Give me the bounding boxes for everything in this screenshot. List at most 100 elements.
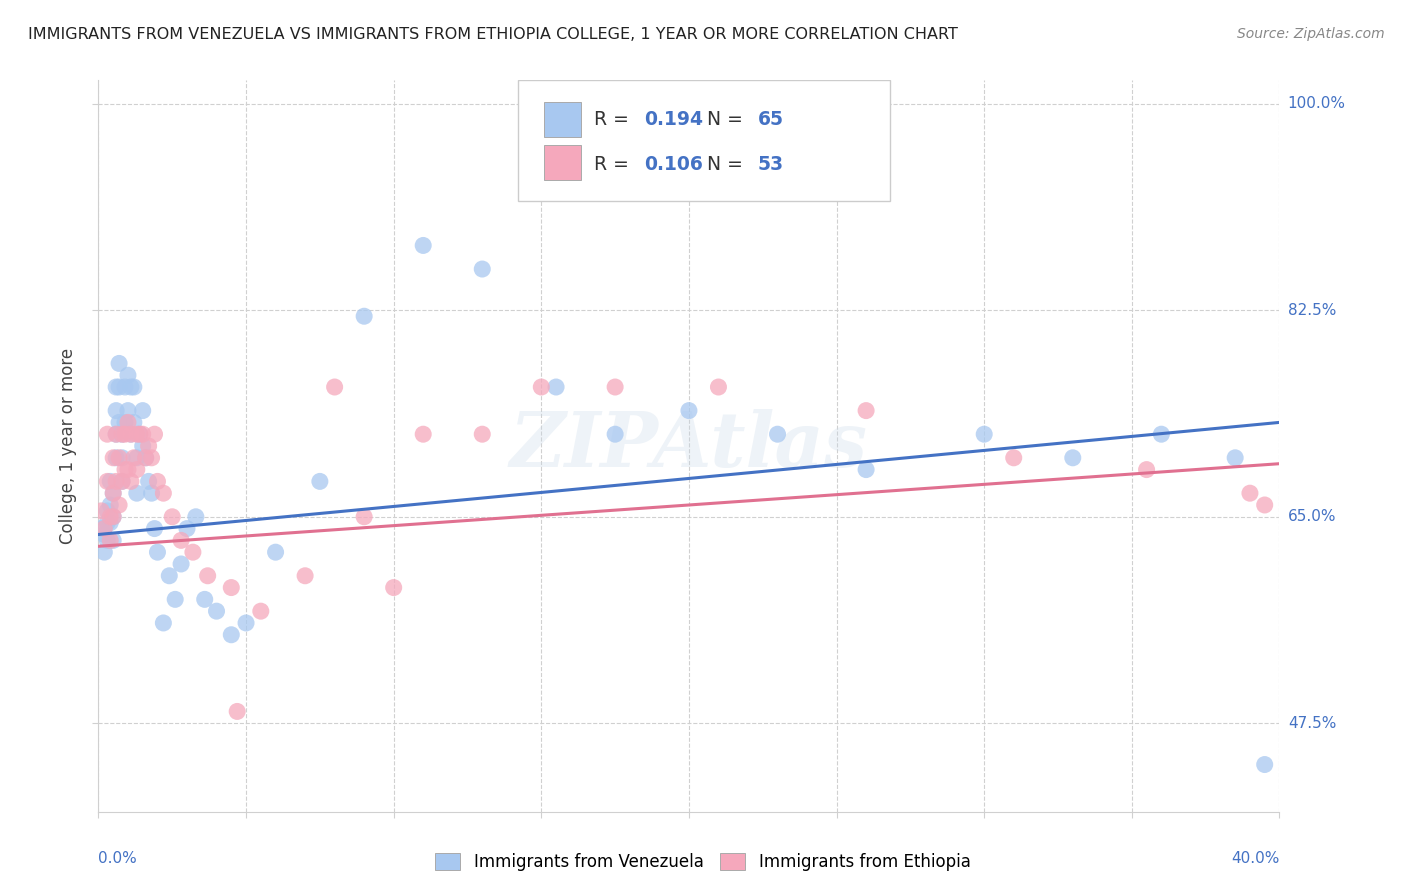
Point	[105, 427, 128, 442]
Point	[162, 509, 183, 524]
Point	[678, 403, 700, 417]
Point	[707, 380, 730, 394]
Point	[181, 545, 204, 559]
Point	[120, 427, 142, 442]
Point	[90, 504, 112, 518]
Point	[353, 310, 375, 324]
Point	[117, 403, 139, 417]
Point	[165, 592, 187, 607]
Point	[98, 516, 121, 530]
Point	[96, 504, 118, 518]
Point	[1225, 450, 1247, 465]
Text: 0.194: 0.194	[644, 111, 703, 129]
Text: 65.0%: 65.0%	[1288, 509, 1336, 524]
Legend: Immigrants from Venezuela, Immigrants from Ethiopia: Immigrants from Venezuela, Immigrants fr…	[427, 845, 979, 880]
Point	[108, 450, 131, 465]
Point	[120, 427, 142, 442]
Point	[855, 403, 877, 417]
Point	[111, 475, 134, 489]
Point	[221, 628, 243, 642]
Point	[141, 486, 163, 500]
Point	[138, 439, 160, 453]
Point	[111, 427, 134, 442]
Point	[412, 427, 434, 442]
Point	[1136, 462, 1159, 476]
Point	[108, 498, 131, 512]
Point	[146, 475, 169, 489]
Text: IMMIGRANTS FROM VENEZUELA VS IMMIGRANTS FROM ETHIOPIA COLLEGE, 1 YEAR OR MORE CO: IMMIGRANTS FROM VENEZUELA VS IMMIGRANTS …	[28, 27, 957, 42]
Point	[235, 615, 257, 630]
Point	[1239, 486, 1261, 500]
Point	[114, 380, 136, 394]
Point	[157, 568, 180, 582]
Text: 0.106: 0.106	[644, 155, 703, 174]
Point	[138, 475, 160, 489]
Point	[122, 450, 145, 465]
Point	[103, 486, 125, 500]
Point	[93, 545, 115, 559]
Point	[471, 427, 494, 442]
Point	[96, 427, 118, 442]
Point	[184, 509, 207, 524]
Point	[250, 604, 273, 618]
Point	[125, 450, 148, 465]
Text: 40.0%: 40.0%	[1232, 851, 1279, 865]
Point	[170, 533, 193, 548]
Point	[194, 592, 217, 607]
Point	[605, 380, 627, 394]
Text: 65: 65	[758, 111, 783, 129]
Point	[98, 475, 121, 489]
Point	[323, 380, 346, 394]
Point	[146, 545, 169, 559]
Point	[105, 450, 128, 465]
Point	[170, 557, 193, 571]
Point	[530, 380, 553, 394]
Point	[108, 416, 131, 430]
Point	[122, 416, 145, 430]
Point	[135, 450, 157, 465]
Point	[353, 509, 375, 524]
Point	[132, 403, 155, 417]
Point	[108, 380, 131, 394]
Text: N =: N =	[707, 111, 748, 129]
Text: R =: R =	[595, 111, 636, 129]
Point	[114, 427, 136, 442]
Point	[143, 427, 166, 442]
Point	[108, 356, 131, 370]
FancyBboxPatch shape	[517, 80, 890, 201]
Point	[111, 427, 134, 442]
Point	[766, 427, 789, 442]
Point	[105, 380, 128, 394]
Point	[135, 450, 157, 465]
Point	[96, 475, 118, 489]
Y-axis label: College, 1 year or more: College, 1 year or more	[59, 348, 77, 544]
Point	[98, 533, 121, 548]
Point	[205, 604, 228, 618]
Point	[96, 533, 118, 548]
Point	[103, 509, 125, 524]
Text: R =: R =	[595, 155, 636, 174]
Point	[117, 416, 139, 430]
Point	[1150, 427, 1173, 442]
Point	[103, 486, 125, 500]
Point	[105, 427, 128, 442]
Point	[128, 427, 150, 442]
Text: 53: 53	[758, 155, 783, 174]
Point	[111, 450, 134, 465]
Point	[128, 427, 150, 442]
Point	[93, 527, 115, 541]
Point	[125, 486, 148, 500]
Point	[973, 427, 995, 442]
Point	[96, 516, 118, 530]
Point	[120, 380, 142, 394]
Point	[98, 509, 121, 524]
Point	[197, 568, 219, 582]
Point	[382, 581, 405, 595]
Point	[471, 262, 494, 277]
Point	[309, 475, 332, 489]
Point	[221, 581, 243, 595]
Point	[125, 462, 148, 476]
Point	[117, 368, 139, 383]
Point	[114, 462, 136, 476]
Point	[98, 498, 121, 512]
